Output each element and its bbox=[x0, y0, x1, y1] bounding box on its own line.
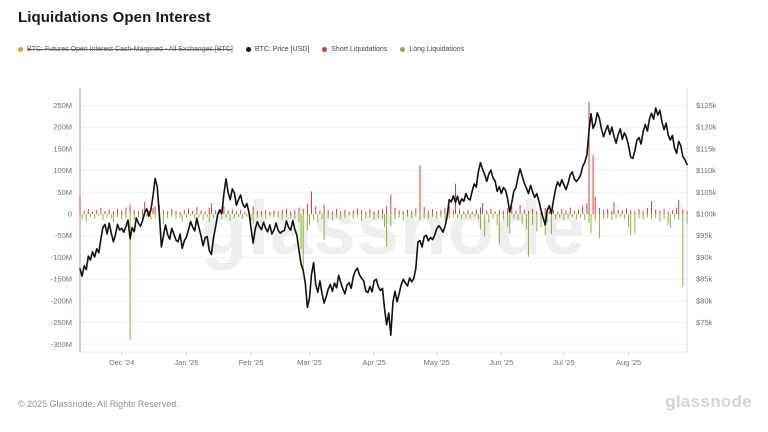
x-axis-tick-label: Apr '25 bbox=[362, 358, 386, 367]
x-axis-tick-label: Jun '25 bbox=[489, 358, 513, 367]
long-liquidation-bars[interactable] bbox=[81, 214, 688, 340]
y-axis-right-tick-label: $75k bbox=[696, 318, 713, 327]
glassnode-watermark-text: glassnode bbox=[201, 186, 586, 271]
y-axis-left-tick-label: -300M bbox=[51, 340, 72, 349]
x-axis-tick-label: Dec '24 bbox=[109, 358, 134, 367]
y-axis-left-tick-label: 50M bbox=[57, 188, 72, 197]
short-liquidations-dot-icon bbox=[322, 47, 328, 52]
y-axis-right-tick-label: $115k bbox=[696, 144, 716, 153]
legend-label: BTC: Futures Open Interest Cash-Margined… bbox=[27, 46, 233, 53]
chart-legend: BTC: Futures Open Interest Cash-Margined… bbox=[18, 46, 464, 53]
legend-label: Short Liquidations bbox=[331, 46, 388, 53]
x-axis-labels: Dec '24 Jan '25 Feb '25 Mar '25 Apr '25 May '… bbox=[109, 352, 641, 367]
btc-price-line[interactable] bbox=[79, 107, 688, 337]
y-axis-left-tick-label: 150M bbox=[53, 144, 72, 153]
y-axis-right-tick-label: $100k bbox=[696, 210, 717, 219]
short-liquidation-bars[interactable] bbox=[79, 101, 688, 214]
legend-label: Long Liquidations bbox=[409, 46, 465, 53]
legend-item-long-liquidations[interactable]: Long Liquidations bbox=[400, 46, 464, 53]
y-axis-left-tick-label: 0 bbox=[68, 210, 72, 219]
legend-label: BTC: Price [USD] bbox=[254, 46, 310, 53]
copyright-text: © 2025 Glassnode. All Rights Reserved. bbox=[18, 399, 179, 409]
y-axis-right-tick-label: $90k bbox=[696, 253, 713, 262]
open-interest-dot-icon bbox=[18, 47, 23, 52]
legend-item-open-interest[interactable]: BTC: Futures Open Interest Cash-Margined… bbox=[18, 46, 233, 53]
x-axis-tick-label: Feb '25 bbox=[239, 358, 264, 367]
legend-item-btc-price[interactable]: BTC: Price [USD] bbox=[245, 46, 310, 53]
y-axis-left-tick-label: -250M bbox=[51, 318, 72, 327]
y-axis-left-tick-label: 200M bbox=[53, 123, 72, 132]
y-axis-right-tick-label: $80k bbox=[696, 296, 713, 305]
y-axis-right-tick-label: $95k bbox=[696, 231, 713, 240]
x-axis-tick-label: Aug '25 bbox=[616, 358, 641, 367]
y-axis-left-tick-label: -200M bbox=[51, 296, 72, 305]
y-axis-left-tick-label: 100M bbox=[53, 166, 72, 175]
y-axis-right-tick-label: $120k bbox=[696, 123, 717, 132]
glassnode-logo: glassnode bbox=[665, 392, 752, 411]
y-axis-right-tick-label: $85k bbox=[696, 275, 713, 284]
page-title: Liquidations Open Interest bbox=[18, 9, 211, 26]
y-axis-right-tick-label: $110k bbox=[696, 166, 716, 175]
long-liquidations-dot-icon bbox=[400, 47, 406, 52]
y-axis-right-labels: $125k $120k $115k $110k $105k $100k $95k $90k $8… bbox=[696, 101, 717, 327]
y-axis-left-tick-label: -150M bbox=[51, 275, 72, 284]
btc-price-dot-icon bbox=[245, 47, 251, 52]
y-axis-left-tick-label: -50M bbox=[55, 231, 72, 240]
y-axis-left-labels: 250M 200M 150M 100M 50M 0 -50M -100M -150M -200M -… bbox=[51, 101, 72, 349]
x-axis-tick-label: May '25 bbox=[424, 358, 450, 367]
x-axis-tick-label: Mar '25 bbox=[297, 358, 322, 367]
x-axis-tick-label: Jan '25 bbox=[174, 358, 198, 367]
y-axis-left-tick-label: 250M bbox=[53, 101, 72, 110]
y-axis-right-tick-label: $105k bbox=[696, 188, 717, 197]
legend-item-short-liquidations[interactable]: Short Liquidations bbox=[322, 46, 387, 53]
x-axis-tick-label: Jul '25 bbox=[553, 358, 574, 367]
y-axis-left-tick-label: -100M bbox=[51, 253, 72, 262]
y-axis-right-tick-label: $125k bbox=[696, 101, 717, 110]
